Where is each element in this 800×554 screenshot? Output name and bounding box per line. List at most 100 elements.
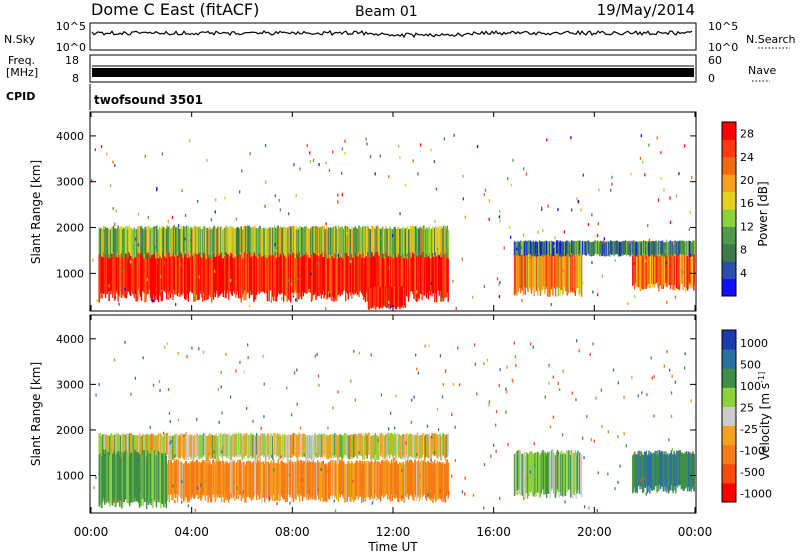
heatmap-cell xyxy=(233,460,235,496)
heatmap-cell xyxy=(576,452,578,494)
heatmap-cell xyxy=(674,249,676,286)
heatmap-cell xyxy=(433,462,435,500)
scatter-echo xyxy=(415,353,417,357)
heatmap-cell xyxy=(402,286,404,306)
heatmap-cell xyxy=(360,227,362,255)
scatter-echo xyxy=(152,299,154,303)
scatter-echo xyxy=(197,199,199,203)
heatmap-cell xyxy=(361,244,363,294)
heatmap-cell xyxy=(103,436,105,461)
heatmap-cell xyxy=(338,243,341,293)
scatter-echo xyxy=(434,219,436,223)
freq-tick-top: 18 xyxy=(65,54,79,67)
freq-panel: Freq. [MHz] 18 8 Nave 60 0 xyxy=(6,54,776,85)
heatmap-cell xyxy=(342,229,344,259)
heatmap-cell xyxy=(573,453,576,496)
heatmap-cell xyxy=(169,459,171,495)
heatmap-cell xyxy=(319,244,322,294)
heatmap-cell xyxy=(392,286,394,307)
heatmap-cell xyxy=(183,244,185,294)
heatmap-cell xyxy=(140,225,143,253)
scatter-echo xyxy=(512,379,514,383)
heatmap-cell xyxy=(542,242,544,257)
heatmap-cell xyxy=(284,227,287,255)
heatmap-cell xyxy=(152,244,154,295)
scatter-echo xyxy=(288,235,290,239)
heatmap-cell xyxy=(200,244,202,294)
heatmap-cell xyxy=(567,450,569,490)
heatmap-cell xyxy=(643,240,645,254)
heatmap-cell xyxy=(397,464,399,503)
heatmap-cell xyxy=(123,246,126,298)
heatmap-cell xyxy=(168,464,171,503)
heatmap-cell xyxy=(161,453,163,504)
scatter-echo xyxy=(639,156,642,160)
heatmap-cell xyxy=(259,436,261,460)
heatmap-cell xyxy=(211,459,214,495)
scatter-echo xyxy=(300,426,302,430)
heatmap-cell xyxy=(649,455,651,494)
heatmap-cell xyxy=(413,226,415,254)
heatmap-cell xyxy=(359,227,361,255)
heatmap-cell xyxy=(329,246,332,298)
heatmap-cell xyxy=(377,249,379,303)
heatmap-cell xyxy=(285,462,287,500)
scatter-echo xyxy=(214,210,216,214)
heatmap-cell xyxy=(404,463,406,502)
heatmap-cell xyxy=(128,454,131,507)
scatter-echo xyxy=(445,369,447,372)
heatmap-cell xyxy=(98,227,100,255)
heatmap-cell xyxy=(527,240,529,254)
heatmap-cell xyxy=(419,244,421,294)
heatmap-cell xyxy=(207,435,209,460)
heatmap-cell xyxy=(107,242,109,291)
scatter-echo xyxy=(461,490,464,494)
heatmap-cell xyxy=(174,434,176,457)
heatmap-cell xyxy=(308,243,310,292)
heatmap-cell xyxy=(688,248,691,283)
heatmap-cell xyxy=(276,463,278,501)
scatter-echo xyxy=(328,293,331,297)
heatmap-cell xyxy=(546,253,549,297)
heatmap-cell xyxy=(150,227,153,256)
scatter-echo xyxy=(401,469,403,473)
heatmap-cell xyxy=(224,246,226,298)
heatmap-cell xyxy=(234,244,236,294)
heatmap-cell xyxy=(660,451,663,487)
scatter-echo xyxy=(350,379,352,383)
heatmap-cell xyxy=(327,247,329,299)
heatmap-cell xyxy=(575,455,577,499)
heatmap-cell xyxy=(339,461,341,498)
heatmap-cell xyxy=(160,434,162,458)
heatmap-cell xyxy=(117,225,119,252)
heatmap-cell xyxy=(394,287,397,309)
heatmap-cell xyxy=(193,226,195,254)
heatmap-cell xyxy=(163,227,165,255)
heatmap-cell xyxy=(674,453,676,491)
heatmap-cell xyxy=(182,462,184,500)
heatmap-cell xyxy=(694,249,695,285)
scatter-echo xyxy=(527,495,529,499)
heatmap-cell xyxy=(119,434,121,458)
scatter-echo xyxy=(214,269,216,273)
heatmap-cell xyxy=(380,287,382,309)
heatmap-cell xyxy=(292,464,295,503)
heatmap-cell xyxy=(567,240,569,255)
heatmap-cell xyxy=(636,455,638,494)
heatmap-cell xyxy=(378,461,380,498)
scatter-echo xyxy=(308,288,310,292)
heatmap-cell xyxy=(566,451,568,493)
heatmap-cell xyxy=(230,244,233,295)
heatmap-cell xyxy=(326,464,328,503)
scatter-echo xyxy=(596,234,599,237)
heatmap-cell xyxy=(264,244,266,294)
scatter-echo xyxy=(177,418,180,422)
heatmap-cell xyxy=(539,454,542,498)
heatmap-cell xyxy=(228,433,231,456)
heatmap-cell xyxy=(281,460,283,496)
heatmap-cell xyxy=(554,248,556,289)
heatmap-cell xyxy=(206,227,208,256)
